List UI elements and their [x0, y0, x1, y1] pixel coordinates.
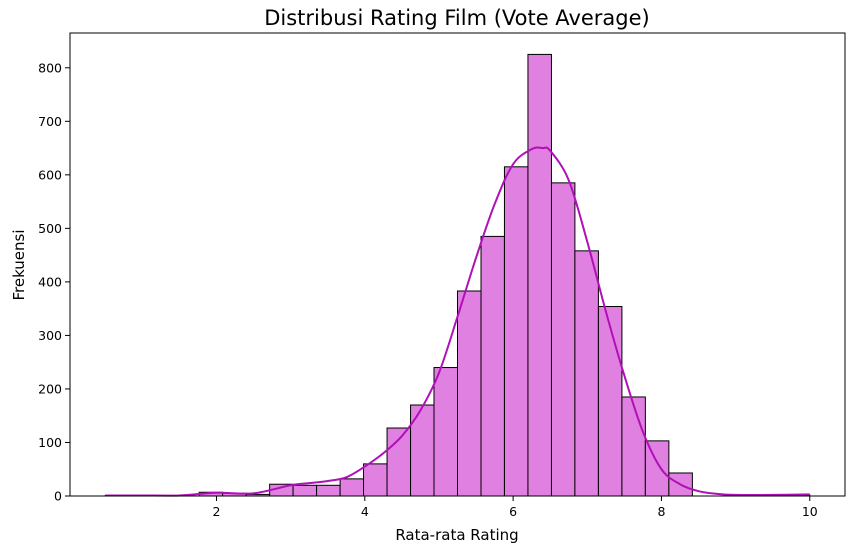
y-tick-label: 300	[38, 328, 62, 343]
kde-line	[105, 146, 810, 497]
histogram-bar-15	[457, 290, 482, 497]
histogram-bar-23	[644, 440, 670, 497]
y-tick-label: 200	[38, 381, 62, 396]
x-tick-label: 8	[657, 504, 665, 519]
y-axis-label: Frekuensi	[10, 229, 28, 300]
x-axis-label: Rata-rata Rating	[395, 526, 518, 544]
histogram-bar-21	[597, 306, 623, 497]
bars-group	[104, 53, 811, 497]
y-tick-label: 100	[38, 435, 62, 450]
histogram-bar-14	[433, 367, 458, 497]
y-tick-label: 400	[38, 274, 62, 289]
x-tick-label: 10	[802, 504, 818, 519]
x-tick-label: 6	[509, 504, 517, 519]
histogram-bar-8	[292, 484, 318, 497]
y-tick-label: 600	[38, 167, 62, 182]
histogram-bar-22	[621, 396, 646, 497]
chart-title: Distribusi Rating Film (Vote Average)	[264, 6, 650, 30]
y-tick-label: 500	[38, 221, 62, 236]
histogram-bar-10	[339, 478, 365, 497]
x-axis-ticks: 2 4 6 8 10	[212, 496, 818, 519]
histogram-bar-11	[363, 463, 388, 497]
histogram-bar-9	[316, 484, 341, 497]
histogram-bar-17	[503, 166, 529, 497]
y-tick-label: 0	[54, 489, 62, 504]
y-axis-ticks: 0 100 200 300 400 500 600 700 800	[38, 60, 70, 504]
histogram-bar-18	[527, 53, 552, 497]
x-tick-label: 4	[361, 504, 369, 519]
histogram-bar-20	[574, 250, 599, 497]
histogram-bar-19	[550, 182, 576, 497]
histogram-bar-16	[480, 235, 505, 497]
y-tick-label: 800	[38, 60, 62, 75]
plot-frame	[69, 32, 846, 497]
x-tick-label: 2	[212, 504, 220, 519]
y-tick-label: 700	[38, 114, 62, 129]
